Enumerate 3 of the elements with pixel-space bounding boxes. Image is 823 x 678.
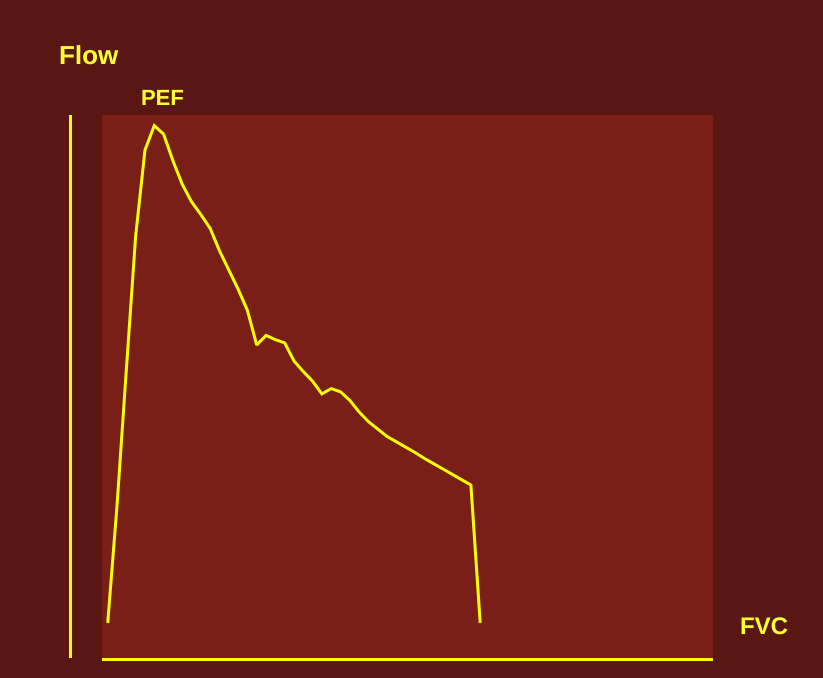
- x-axis-title: FVC: [740, 613, 788, 640]
- y-axis-title: Flow: [59, 40, 119, 70]
- annotation: PEF: [141, 85, 184, 110]
